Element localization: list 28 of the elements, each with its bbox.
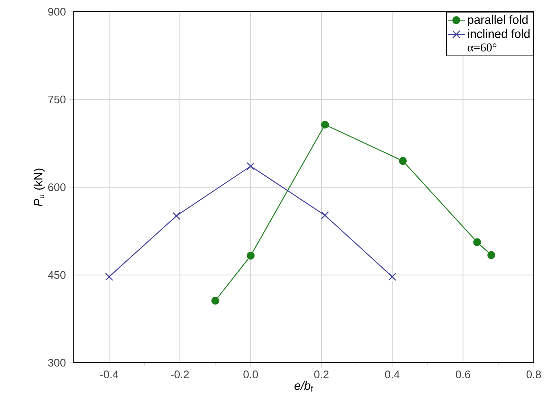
y-tick-label: 600	[48, 184, 66, 192]
point	[388, 273, 396, 281]
point	[212, 297, 220, 305]
x-axis-title: e/b$_{f}$	[294, 381, 314, 392]
point	[399, 157, 408, 166]
x-tick-label: 0.6	[456, 370, 470, 379]
y-tick-label: 450	[48, 271, 66, 280]
x-tick-label: 0.4	[385, 370, 400, 379]
y-tick-label: 300	[48, 359, 66, 367]
y-tick-label: 750	[48, 96, 66, 104]
y-tick-label: 900	[48, 8, 66, 16]
x-tick-label: 0.0	[244, 370, 258, 379]
point	[321, 212, 330, 220]
point	[321, 120, 330, 129]
legend-label: parallel fold	[468, 15, 528, 27]
point	[246, 162, 255, 170]
x-tick-label: 0.8	[526, 370, 542, 379]
x-tick-label: -0.4	[100, 370, 118, 379]
point	[246, 252, 255, 260]
x-tick-label: -0.2	[171, 370, 190, 379]
point	[488, 251, 496, 260]
point	[172, 212, 181, 220]
y-axis-title: P$_{u}$ (kN)	[34, 168, 46, 207]
point	[105, 273, 114, 281]
legend-label: inclined fold	[468, 30, 530, 38]
point	[473, 238, 482, 246]
annotation: α=60°	[468, 44, 497, 52]
x-tick-label: 0.2	[314, 370, 329, 379]
